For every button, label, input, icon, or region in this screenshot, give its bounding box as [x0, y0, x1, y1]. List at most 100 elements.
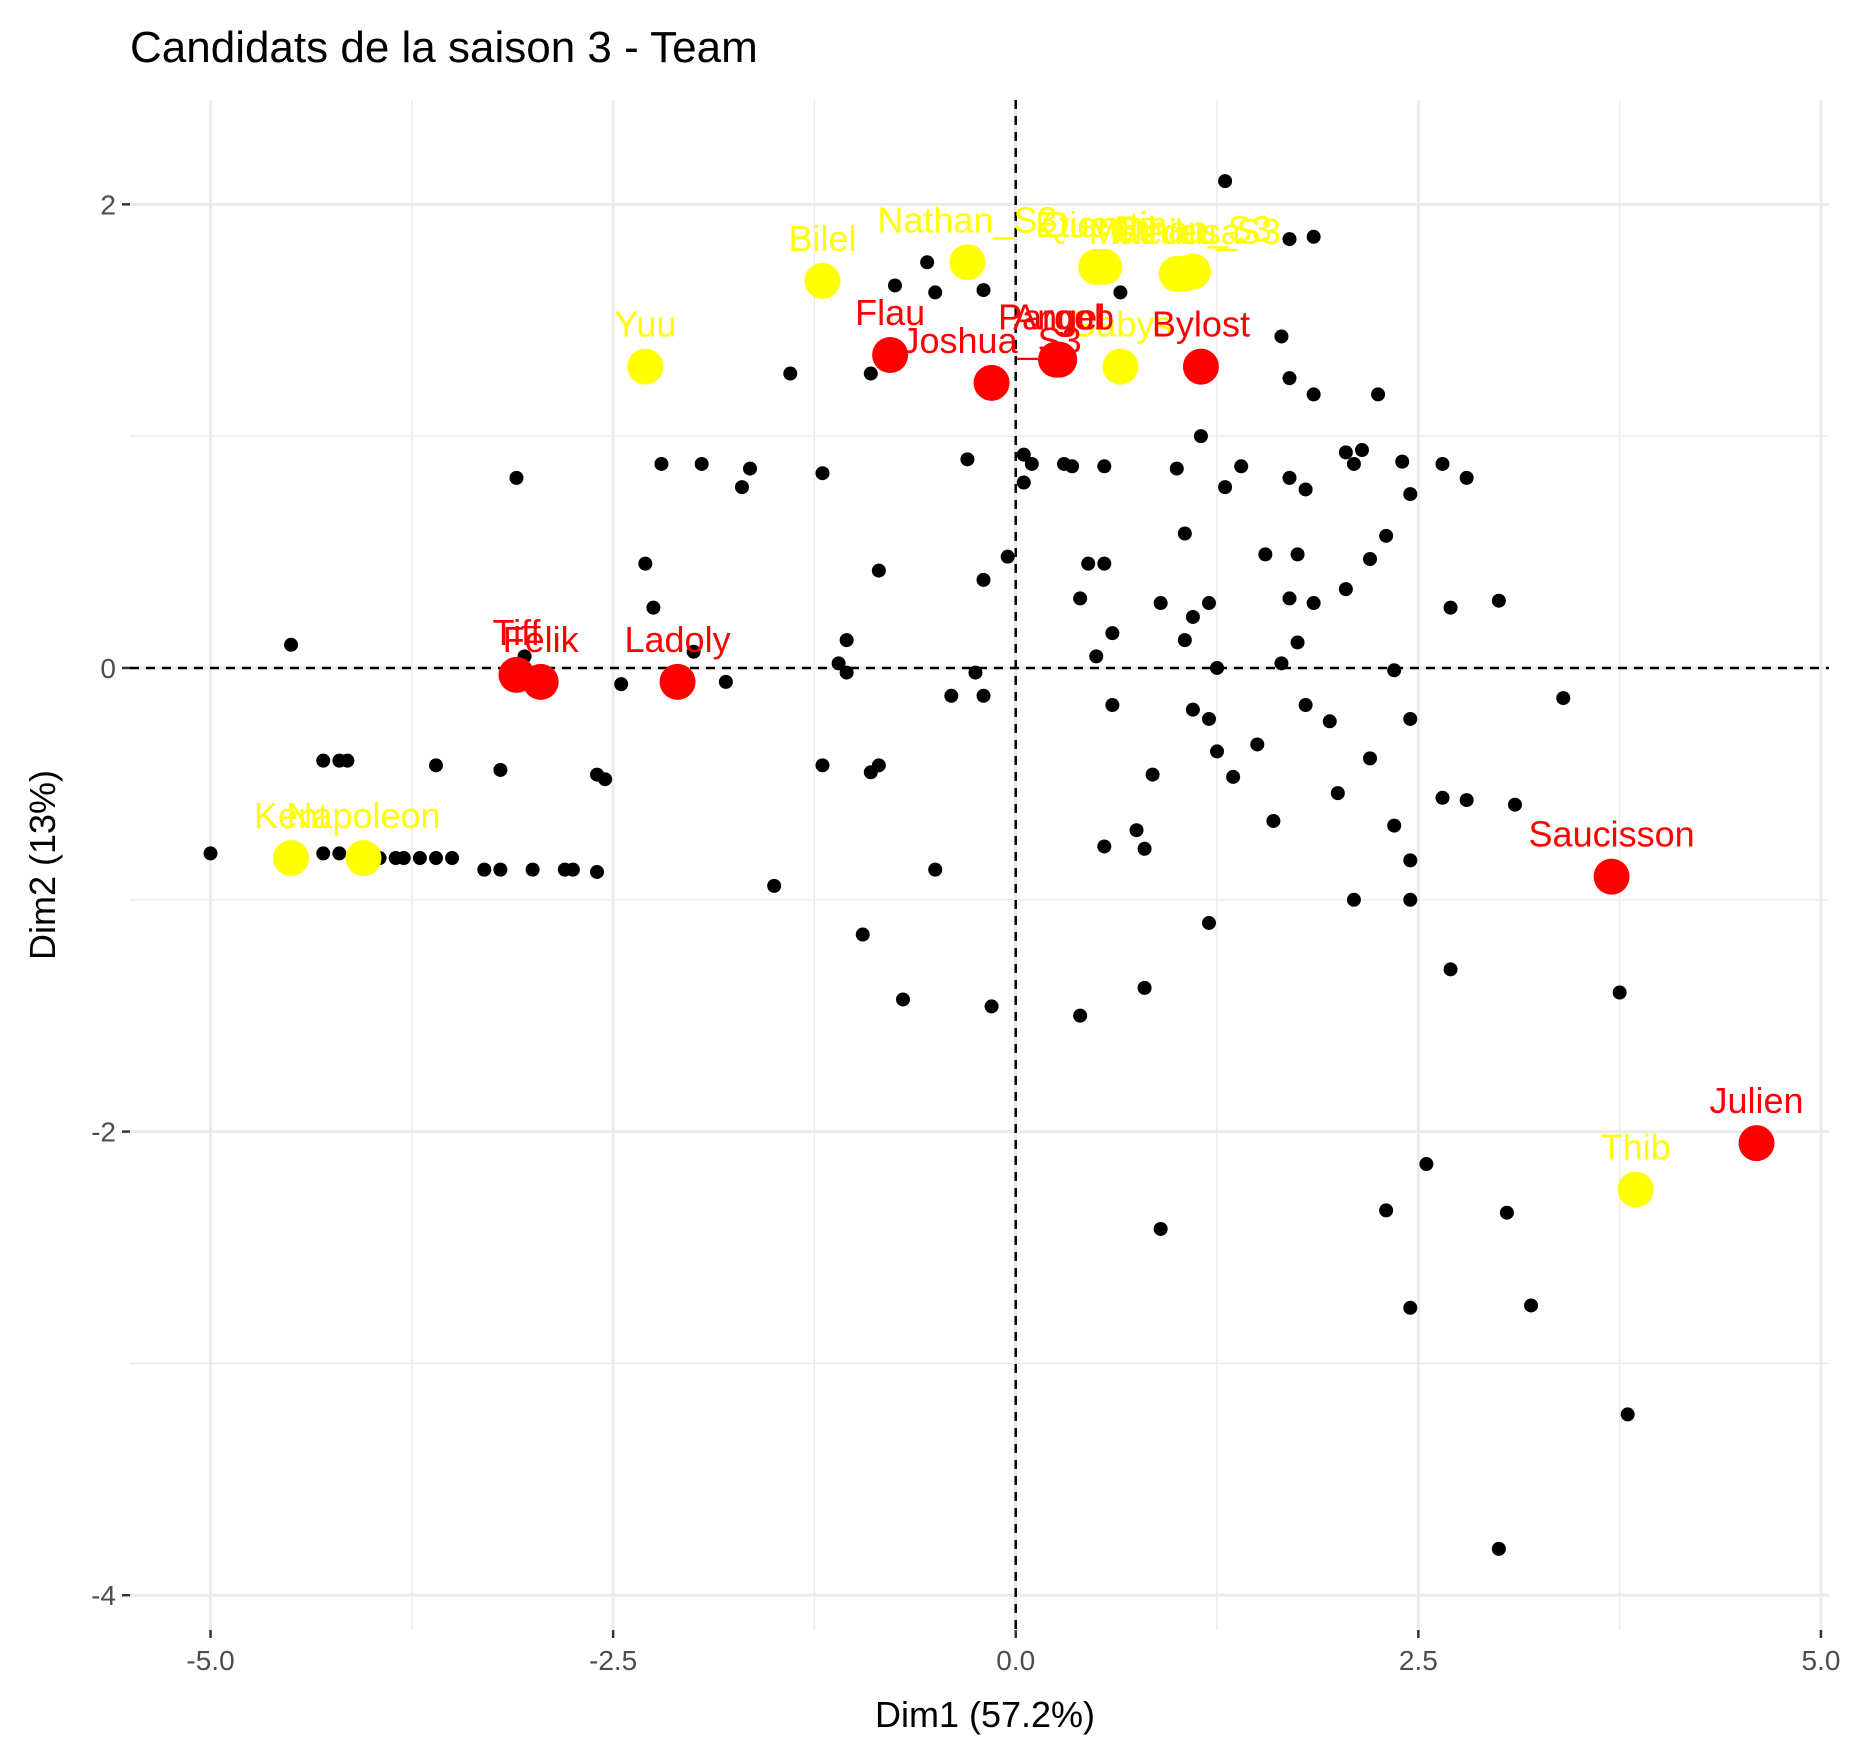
point-label: Tiff — [492, 612, 541, 653]
individual-point — [1379, 528, 1394, 543]
individual-point — [767, 878, 782, 893]
individual-point — [614, 677, 629, 692]
individual-point — [1081, 556, 1096, 571]
y-tick-label: 2 — [100, 189, 116, 220]
individual-point — [1499, 1205, 1514, 1220]
individual-point — [565, 862, 580, 877]
highlighted-point — [345, 840, 382, 877]
individual-point — [1363, 751, 1378, 766]
highlighted-point — [804, 262, 841, 299]
x-tick-label: 0.0 — [996, 1645, 1035, 1676]
individual-point — [1073, 591, 1088, 606]
individual-point — [654, 456, 669, 471]
individual-point — [1306, 229, 1321, 244]
individual-point — [1612, 985, 1627, 1000]
individual-point — [1113, 285, 1128, 300]
individual-point — [1306, 387, 1321, 402]
point-label: Thib — [1601, 1127, 1671, 1168]
individual-point — [1298, 482, 1313, 497]
individual-point — [1105, 626, 1120, 641]
individual-point — [839, 633, 854, 648]
individual-point — [1193, 429, 1208, 444]
individual-point — [316, 846, 331, 861]
y-axis-title: Dim2 (13%) — [22, 770, 63, 960]
highlighted-point — [973, 364, 1010, 401]
individual-point — [1210, 744, 1225, 759]
chart-title: Candidats de la saison 3 - Team — [130, 23, 758, 72]
individual-point — [638, 556, 653, 571]
individual-point — [1371, 387, 1386, 402]
individual-point — [1169, 461, 1184, 476]
individual-point — [1330, 786, 1345, 801]
individual-point — [1250, 737, 1265, 752]
individual-point — [412, 851, 427, 866]
point-label: Medusa — [1113, 211, 1242, 252]
individual-point — [1306, 596, 1321, 611]
individual-point — [896, 992, 911, 1007]
individual-point — [1435, 456, 1450, 471]
individual-point — [590, 864, 605, 879]
highlighted-point — [949, 244, 986, 281]
individual-point — [1443, 600, 1458, 615]
point-label: Kent — [254, 795, 328, 836]
point-label: Flau — [855, 292, 925, 333]
highlighted-point — [1086, 248, 1123, 285]
individual-point — [1459, 470, 1474, 485]
individual-point — [1073, 1008, 1088, 1023]
point-labels: Yuu Bilel Nathan_S3EtienneQuentinMedusaMat… — [254, 199, 1804, 1167]
highlighted-point — [273, 840, 310, 877]
individual-point — [1145, 767, 1160, 782]
individual-point — [1387, 818, 1402, 833]
individual-point — [1298, 698, 1313, 713]
point-label: Joshua_S3 — [902, 320, 1082, 361]
individual-point — [1290, 635, 1305, 650]
individual-point — [1185, 609, 1200, 624]
highlighted-point — [522, 663, 559, 700]
individual-point — [1089, 649, 1104, 664]
individual-point — [1491, 1541, 1506, 1556]
individual-point — [984, 999, 999, 1014]
individual-point — [1105, 698, 1120, 713]
x-tick-label: -5.0 — [186, 1645, 234, 1676]
highlighted-point — [1041, 341, 1078, 378]
individual-point — [976, 572, 991, 587]
grid — [130, 100, 1829, 1630]
individual-point — [1210, 660, 1225, 675]
individual-point — [1338, 445, 1353, 460]
individual-point — [340, 753, 355, 768]
individual-point — [831, 656, 846, 671]
individual-point — [396, 851, 411, 866]
point-label: Saucisson — [1529, 814, 1695, 855]
highlighted-point — [1174, 253, 1211, 290]
individual-point — [1201, 596, 1216, 611]
individual-point — [839, 665, 854, 680]
individual-point — [1379, 1203, 1394, 1218]
axes: -5.0 -2.5 0.0 2.5 5.0 -4 -2 0 2 — [91, 189, 1840, 1676]
individual-point — [1282, 232, 1297, 247]
x-tick-label: -2.5 — [589, 1645, 637, 1676]
individual-point — [920, 255, 935, 270]
highlighted-point — [659, 663, 696, 700]
individual-point — [855, 927, 870, 942]
individual-point — [944, 688, 959, 703]
individual-point — [1274, 329, 1289, 344]
individual-point — [1274, 656, 1289, 671]
individual-point — [428, 851, 443, 866]
individual-point — [960, 452, 975, 467]
individual-point — [1403, 853, 1418, 868]
point-label: Felik — [503, 619, 580, 660]
individual-point — [1403, 711, 1418, 726]
individual-point — [928, 285, 943, 300]
individual-point — [1129, 823, 1144, 838]
individual-point — [1177, 526, 1192, 541]
individual-point — [428, 758, 443, 773]
individual-point — [316, 753, 331, 768]
individual-point — [598, 772, 613, 787]
individual-point — [1354, 443, 1369, 458]
individual-point — [686, 644, 701, 659]
individual-point — [1201, 711, 1216, 726]
highlighted-point — [1102, 348, 1139, 385]
individual-point — [863, 366, 878, 381]
individual-point — [493, 862, 508, 877]
individual-point — [1218, 174, 1233, 189]
